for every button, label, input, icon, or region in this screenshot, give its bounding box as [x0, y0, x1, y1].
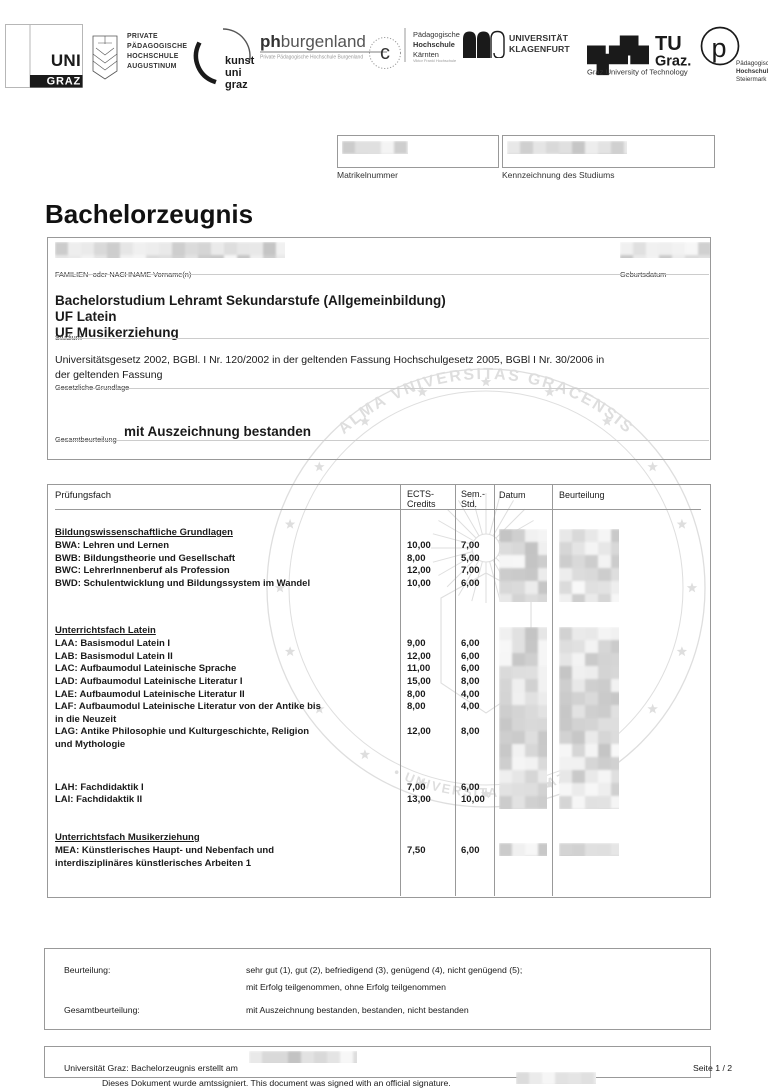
svg-text:TU: TU [655, 33, 682, 55]
svg-text:PÄDAGOGISCHE: PÄDAGOGISCHE [127, 42, 187, 50]
svg-text:kunst: kunst [225, 55, 255, 67]
svg-text:graz: graz [225, 79, 248, 91]
svg-text:UNI: UNI [51, 51, 81, 70]
svg-text:uni: uni [225, 67, 242, 79]
svg-text:Private Pädagogische Hochschul: Private Pädagogische Hochschule Burgenla… [260, 55, 363, 61]
svg-text:AUGUSTINUM: AUGUSTINUM [127, 63, 177, 70]
svg-text:Hochschule: Hochschule [413, 40, 455, 49]
svg-text:GRAZ: GRAZ [47, 76, 81, 88]
svg-text:KLAGENFURT: KLAGENFURT [509, 44, 570, 54]
svg-text:Pädagogische: Pädagogische [736, 60, 768, 67]
svg-text:Viktor Frankl Hochschule: Viktor Frankl Hochschule [413, 58, 456, 62]
svg-text:PRIVATE: PRIVATE [127, 33, 158, 40]
svg-text:c: c [380, 42, 390, 64]
svg-text:UNIVERSITÄT: UNIVERSITÄT [509, 33, 569, 43]
svg-text:HOCHSCHULE: HOCHSCHULE [127, 53, 179, 60]
svg-text:p: p [711, 33, 726, 63]
svg-text:Hochschule: Hochschule [736, 68, 768, 75]
svg-text:Steiermark: Steiermark [736, 76, 767, 83]
svg-text:Graz University of Technology: Graz University of Technology [587, 68, 688, 77]
svg-text:phburgenland: phburgenland [260, 32, 366, 51]
svg-text:Pädagogische: Pädagogische [413, 30, 460, 39]
